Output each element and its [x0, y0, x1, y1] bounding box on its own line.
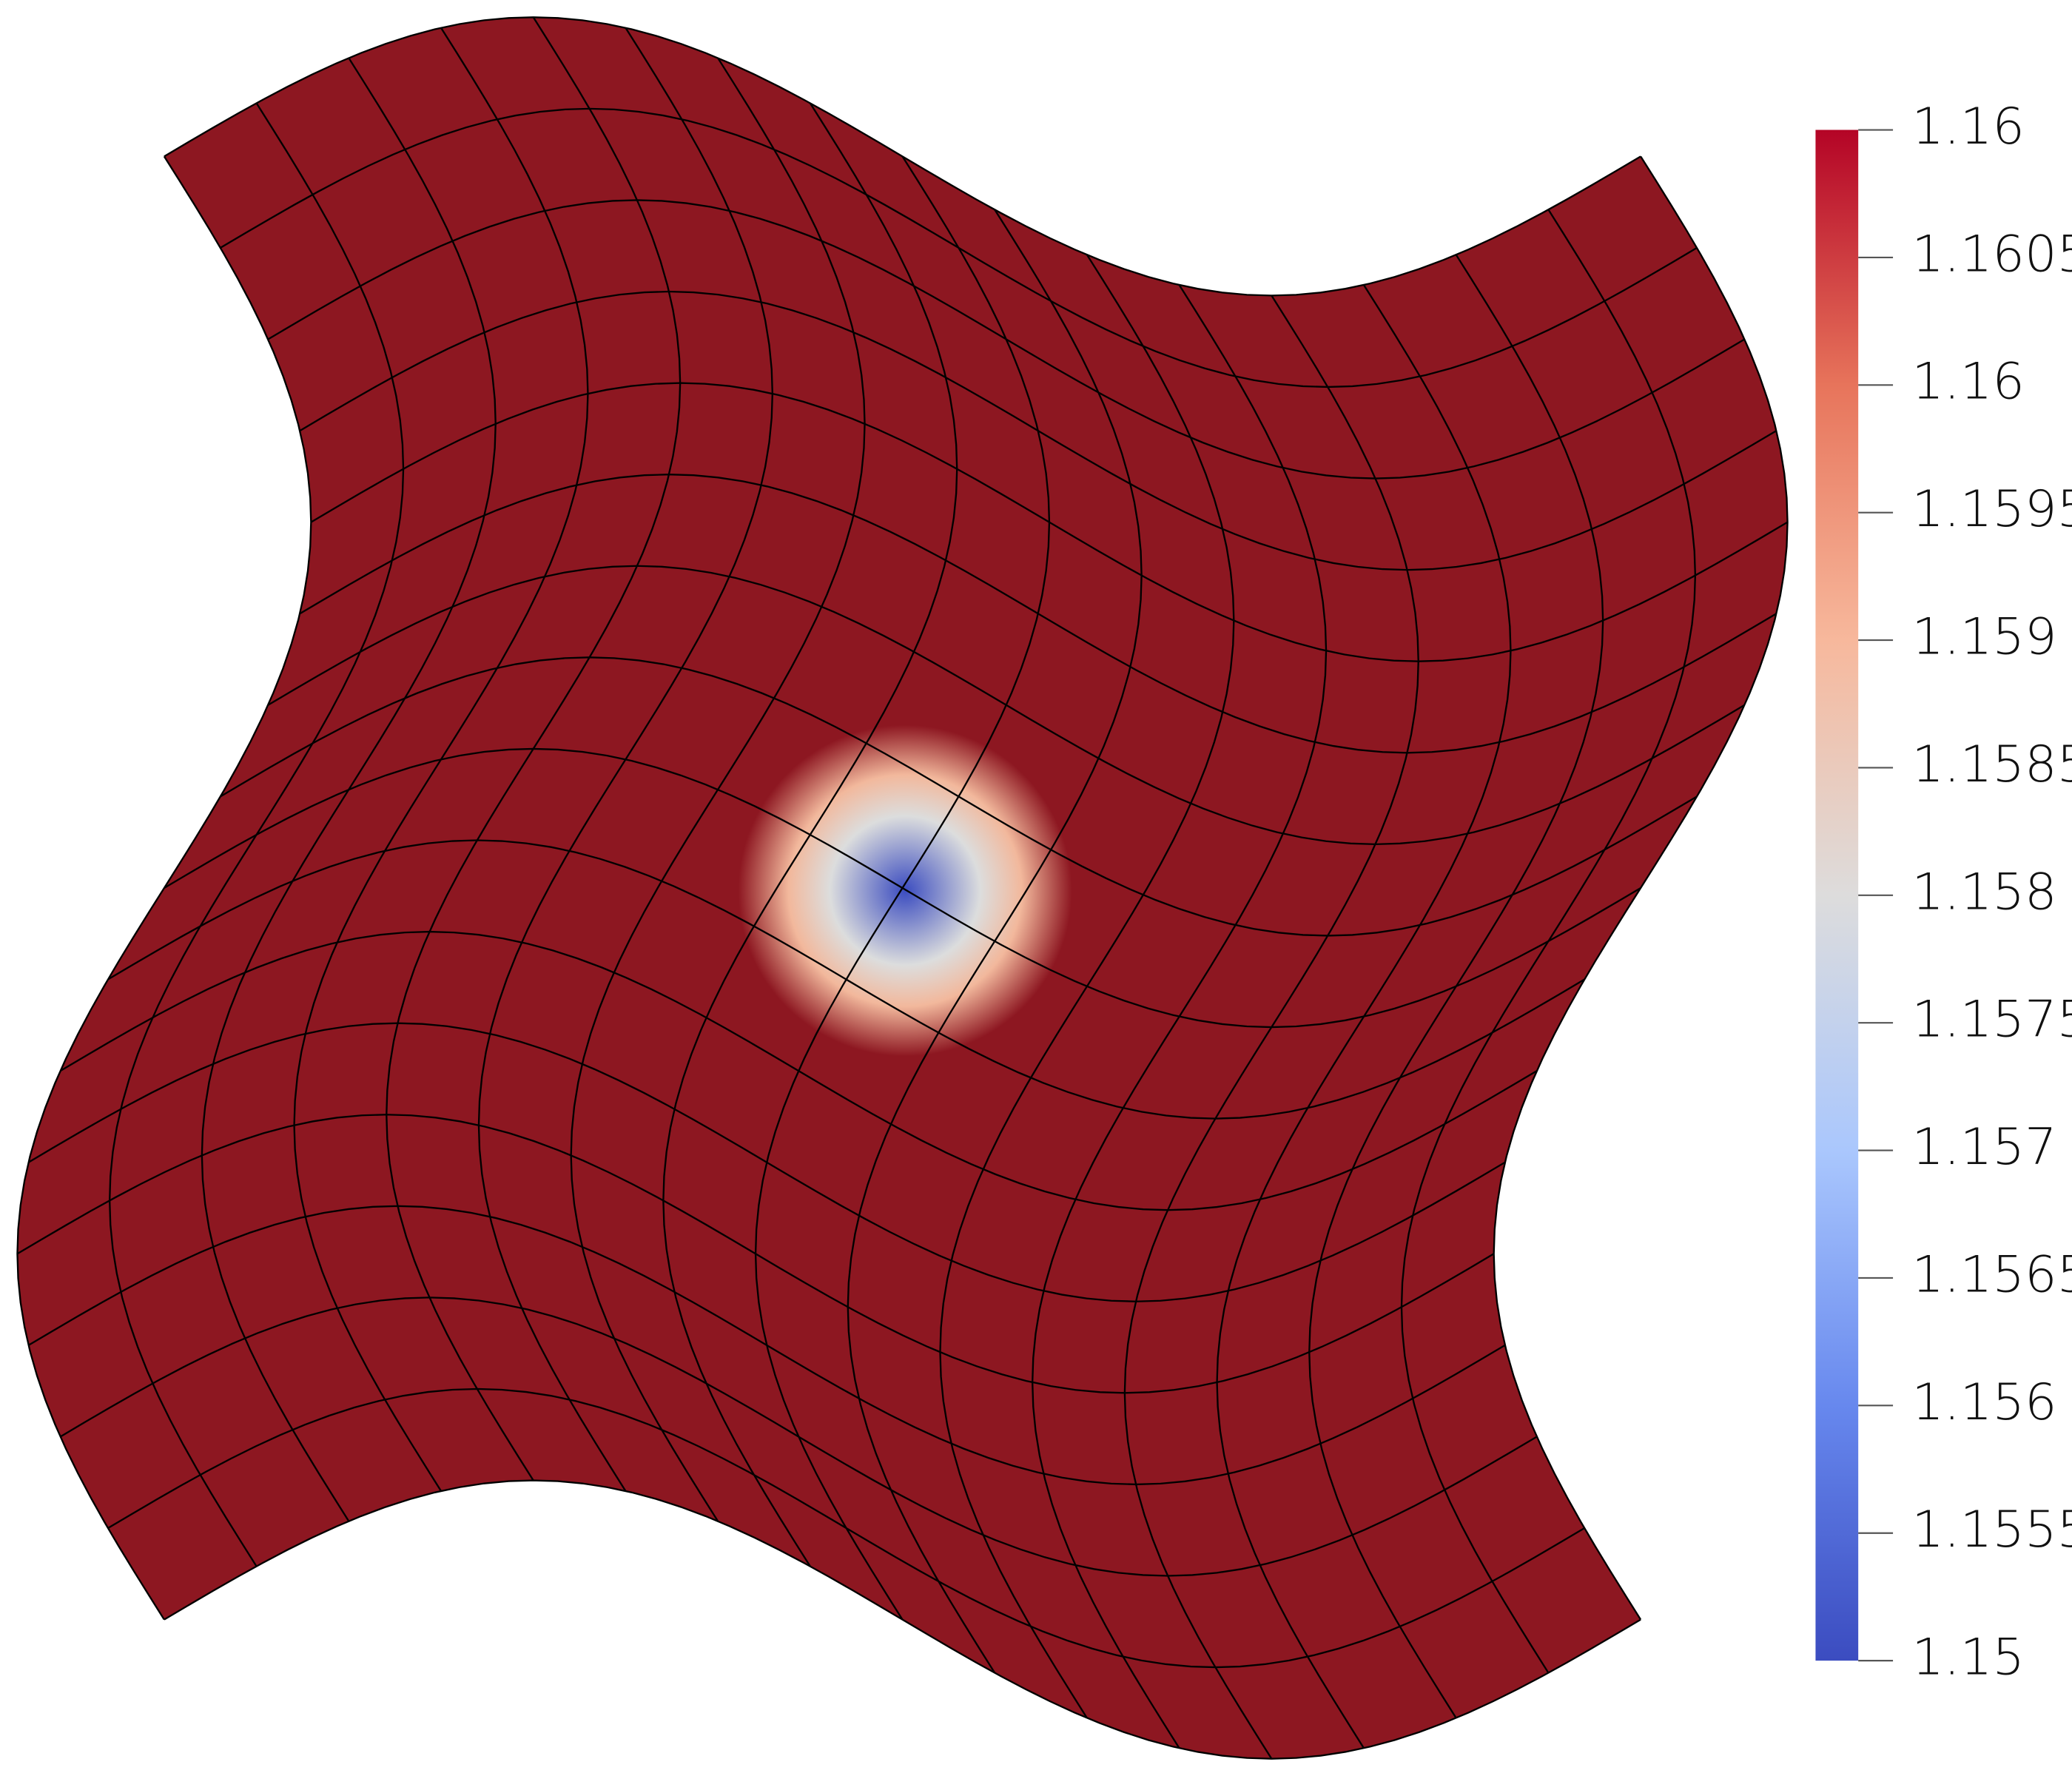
mesh-line	[27, 1205, 1506, 1486]
colorbar-label: 1.15	[1911, 1629, 2025, 1687]
mesh-line	[847, 209, 1143, 1674]
mesh-line	[1123, 295, 1419, 1760]
colorbar	[1815, 130, 1859, 1661]
mesh-line	[164, 1479, 1641, 1760]
mesh-line	[1493, 155, 1789, 1621]
colorbar-label: 1.159	[1911, 608, 2056, 667]
mesh-line	[107, 839, 1585, 1120]
colorbar-label: 1.157	[1911, 1118, 2056, 1177]
colorbar-label: 1.1605	[1911, 226, 2072, 284]
colorbar-label: 1.1595	[1911, 480, 2072, 539]
mesh-line	[107, 1388, 1585, 1669]
mesh-line	[1400, 209, 1697, 1674]
mesh-line	[1308, 254, 1604, 1719]
mesh-line	[1216, 284, 1512, 1749]
colorbar-label: 1.16	[1911, 98, 2025, 156]
mesh-line	[59, 930, 1538, 1211]
colorbar-label: 1.1555	[1911, 1501, 2072, 1559]
low-spot	[738, 724, 1072, 1057]
mesh-line	[16, 1114, 1495, 1394]
colorbar-label: 1.1585	[1911, 736, 2072, 794]
colorbar-label: 1.158	[1911, 863, 2056, 921]
colorbar-label: 1.16	[1911, 353, 2025, 411]
colorbar-label: 1.1565	[1911, 1246, 2072, 1305]
mesh-line	[27, 1022, 1506, 1302]
colorbar-label: 1.1575	[1911, 991, 2072, 1049]
colorbar-label: 1.156	[1911, 1373, 2056, 1432]
mesh-line	[164, 747, 1641, 1029]
mesh-line	[59, 1296, 1538, 1577]
mesh-line	[939, 254, 1235, 1719]
mesh-line	[1031, 284, 1328, 1749]
scene: 1.16 1.1605 1.16 1.1595 1.159 1.1585 1.158 1.15…	[16, 16, 2072, 1760]
